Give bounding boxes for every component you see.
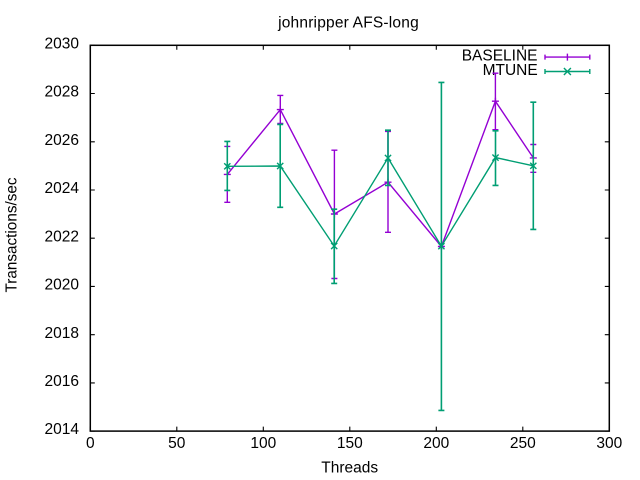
svg-text:2016: 2016 <box>45 373 79 390</box>
svg-text:2014: 2014 <box>45 421 80 438</box>
svg-text:100: 100 <box>250 435 276 452</box>
svg-text:150: 150 <box>337 435 363 452</box>
svg-text:MTUNE: MTUNE <box>483 62 538 79</box>
svg-text:2024: 2024 <box>45 180 80 197</box>
svg-text:2022: 2022 <box>45 228 79 245</box>
svg-text:2018: 2018 <box>45 325 79 342</box>
svg-text:BASELINE: BASELINE <box>462 48 538 65</box>
svg-text:Threads: Threads <box>321 460 378 477</box>
svg-text:250: 250 <box>510 435 536 452</box>
svg-text:300: 300 <box>596 435 622 452</box>
svg-text:2030: 2030 <box>45 35 80 52</box>
svg-text:2020: 2020 <box>45 277 80 294</box>
svg-text:2026: 2026 <box>45 132 79 149</box>
svg-text:0: 0 <box>86 435 95 452</box>
svg-text:50: 50 <box>168 435 186 452</box>
svg-text:johnripper AFS-long: johnripper AFS-long <box>277 15 419 32</box>
svg-text:2028: 2028 <box>45 84 79 101</box>
svg-text:200: 200 <box>423 435 449 452</box>
svg-text:Transactions/sec: Transactions/sec <box>4 177 21 292</box>
